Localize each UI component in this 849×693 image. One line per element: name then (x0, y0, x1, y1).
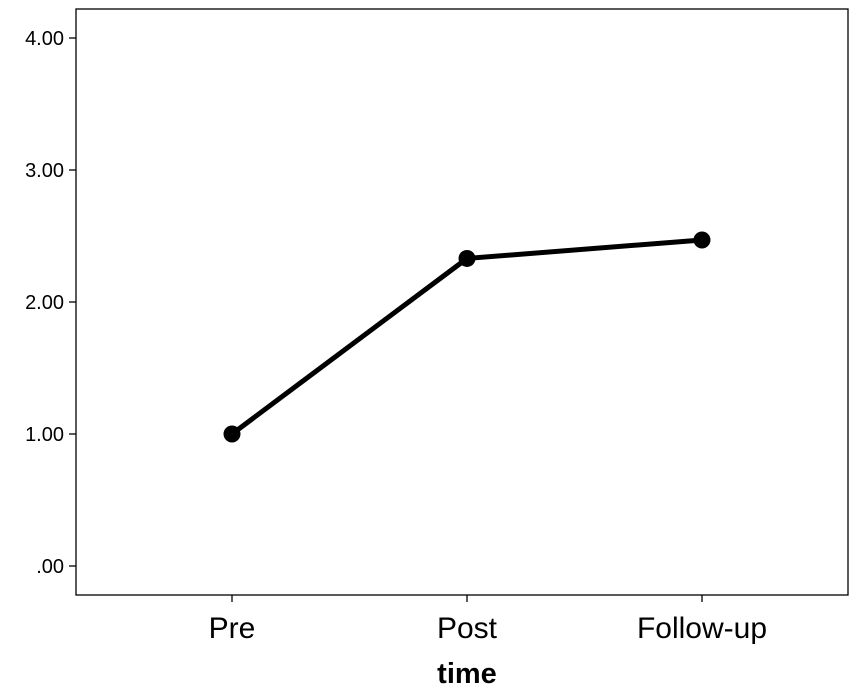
y-tick-label: .00 (36, 556, 64, 578)
y-tick-label: 2.00 (25, 292, 64, 314)
x-tick-label: Pre (209, 612, 256, 645)
y-tick-label: 1.00 (25, 424, 64, 446)
y-tick-label: 3.00 (25, 160, 64, 182)
y-axis-ticks: .00 1.00 2.00 3.00 4.00 (25, 28, 76, 578)
series-layer (223, 231, 711, 443)
data-point (223, 425, 241, 443)
x-axis-ticks: Pre Post Follow-up (209, 595, 767, 645)
x-axis-label: time (437, 658, 497, 690)
data-point (693, 231, 711, 249)
x-tick-label: Follow-up (637, 612, 767, 645)
series-line (229, 237, 705, 437)
y-tick-label: 4.00 (25, 28, 64, 50)
data-point (458, 249, 476, 267)
plot-frame (75, 8, 849, 596)
x-tick-label: Post (437, 612, 498, 645)
